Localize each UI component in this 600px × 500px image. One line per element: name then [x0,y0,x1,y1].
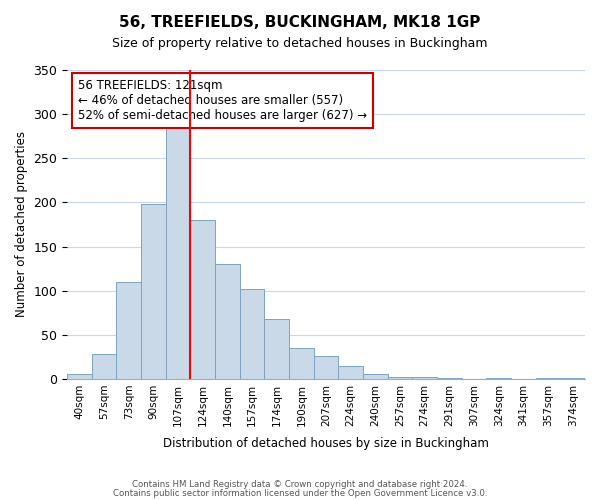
Bar [560,378,585,379]
Bar [116,282,141,379]
Bar [437,378,462,379]
Text: Size of property relative to detached houses in Buckingham: Size of property relative to detached ho… [112,38,488,51]
Bar [314,356,338,379]
Text: 56 TREEFIELDS: 121sqm
← 46% of detached houses are smaller (557)
52% of semi-det: 56 TREEFIELDS: 121sqm ← 46% of detached … [77,80,367,122]
Bar [215,264,240,379]
Bar [141,204,166,379]
Bar [67,374,92,379]
Text: 56, TREEFIELDS, BUCKINGHAM, MK18 1GP: 56, TREEFIELDS, BUCKINGHAM, MK18 1GP [119,15,481,30]
Bar [536,378,560,379]
Bar [240,289,265,379]
Y-axis label: Number of detached properties: Number of detached properties [15,132,28,318]
Bar [388,377,412,379]
Bar [166,118,190,379]
Text: Contains public sector information licensed under the Open Government Licence v3: Contains public sector information licen… [113,489,487,498]
Bar [338,366,363,379]
Bar [265,319,289,379]
Bar [363,374,388,379]
Bar [92,354,116,379]
Bar [289,348,314,379]
Bar [412,377,437,379]
Bar [487,378,511,379]
Bar [190,220,215,379]
Text: Contains HM Land Registry data © Crown copyright and database right 2024.: Contains HM Land Registry data © Crown c… [132,480,468,489]
X-axis label: Distribution of detached houses by size in Buckingham: Distribution of detached houses by size … [163,437,489,450]
